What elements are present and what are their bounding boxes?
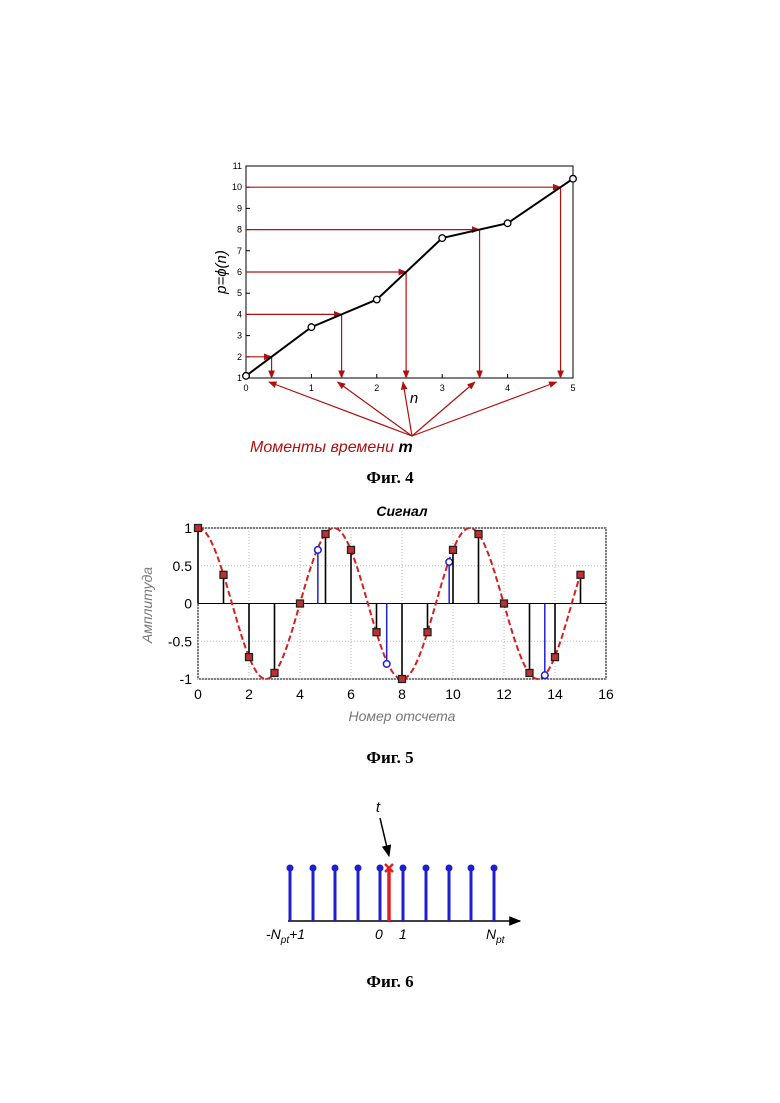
fig6-caption: Фиг. 6	[0, 972, 780, 992]
fig6-left-label: -Npt+1	[266, 926, 305, 946]
fig6-right-sub: pt	[495, 935, 506, 946]
fig6-stem-dot	[310, 865, 317, 872]
fig6-t-arrow	[380, 818, 389, 856]
fig6-stem-dot	[423, 865, 430, 872]
fig6-zero-label: 0	[375, 926, 383, 942]
fig6-stem-dot	[332, 865, 339, 872]
fig6-stem-dot	[468, 865, 475, 872]
fig6-stem-dot	[491, 865, 498, 872]
fig6-stem-dot	[377, 865, 384, 872]
fig6-one-label: 1	[399, 926, 407, 942]
fig6-stem-dot	[446, 865, 453, 872]
fig6-left-suffix: +1	[289, 926, 305, 942]
fig6-stem-dot	[287, 865, 294, 872]
fig6-stem-dot	[355, 865, 362, 872]
fig6-t-label: t	[376, 799, 381, 816]
fig6-left-main: -N	[266, 926, 282, 942]
fig6-right-label: Npt	[486, 926, 506, 946]
fig6-diagram: t -Npt+1 0 1 Npt	[0, 0, 780, 1000]
fig6-stem-dot	[400, 865, 407, 872]
